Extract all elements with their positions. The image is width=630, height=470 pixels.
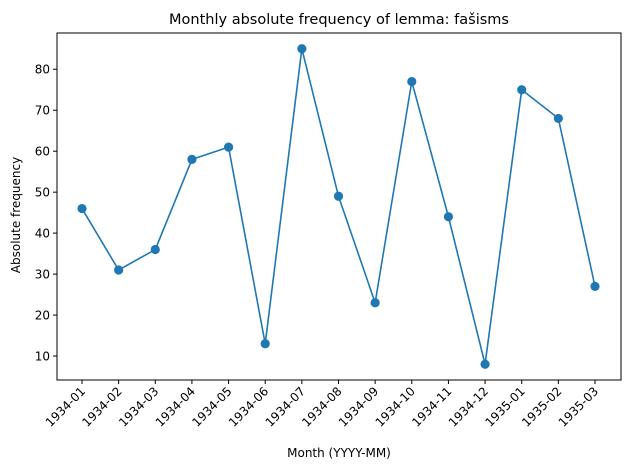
data-point — [260, 339, 270, 349]
y-tick-label: 80 — [35, 63, 50, 77]
data-point — [150, 244, 160, 255]
x-axis-label: Month (YYYY-MM) — [287, 446, 391, 460]
data-point — [480, 359, 490, 369]
x-axis: 1934-011934-021934-031934-041934-051934-… — [43, 380, 601, 430]
data-point — [297, 44, 307, 54]
y-axis: 10 20 30 40 50 60 70 80 — [35, 63, 57, 363]
y-axis-label: Absolute frequency — [9, 157, 23, 273]
data-point — [553, 113, 563, 124]
data-point — [114, 265, 124, 275]
data-point — [333, 191, 344, 201]
y-tick-label: 70 — [35, 104, 50, 118]
plot-frame — [56, 32, 622, 381]
data-point — [407, 76, 417, 87]
x-tick-label: 1935-03 — [556, 384, 601, 429]
data-point — [443, 212, 454, 222]
data-point — [223, 142, 234, 152]
chart-title: Monthly absolute frequency of lemma: faš… — [169, 12, 509, 28]
y-tick-label: 30 — [35, 267, 50, 281]
y-tick-label: 20 — [35, 308, 50, 322]
data-point — [517, 85, 527, 95]
plot-area — [56, 32, 622, 381]
y-tick-label: 40 — [35, 226, 50, 240]
data-point — [370, 298, 380, 308]
y-tick-label: 60 — [35, 144, 50, 158]
data-point — [187, 154, 197, 164]
y-tick-label: 10 — [35, 349, 50, 363]
data-point — [77, 203, 87, 214]
series-line — [81, 47, 596, 366]
data-point — [590, 281, 600, 291]
y-tick-label: 50 — [35, 185, 50, 199]
